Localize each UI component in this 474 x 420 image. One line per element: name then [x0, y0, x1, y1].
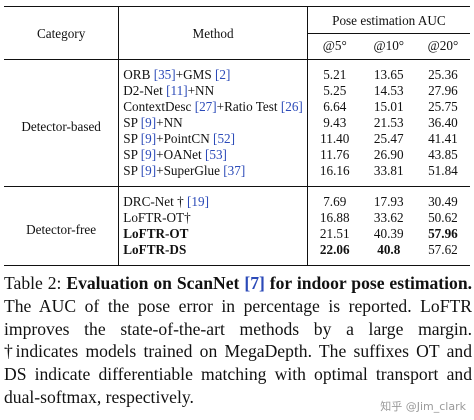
table-header-row-1: Category Method Pose estimation AUC — [4, 6, 470, 60]
value-auc10: 14.53 — [373, 83, 404, 98]
value-auc20: 57.62 — [428, 242, 458, 257]
value-auc10: 40.39 — [373, 226, 404, 241]
method-cell: ContextDesc [27]+Ratio Test [26] — [118, 99, 308, 115]
value-auc20: 50.62 — [428, 210, 458, 225]
results-table: Category Method Pose estimation AUC @5° … — [4, 6, 470, 266]
table-row: ContextDesc [27]+Ratio Test [26] 6.64 15… — [4, 99, 470, 115]
value-auc5: 5.21 — [323, 67, 347, 82]
caption-title: Evaluation on ScanNet [7] for indoor pos… — [66, 273, 473, 293]
value-auc5: 6.64 — [323, 99, 347, 114]
value-auc10: 21.53 — [373, 115, 404, 130]
table-row: LoFTR-DS 22.06 40.8 57.62 — [4, 242, 470, 266]
header-method: Method — [118, 6, 308, 60]
value-auc5: 21.51 — [319, 226, 350, 241]
header-threshold-10: @10° — [373, 38, 405, 53]
value-auc10: 33.81 — [373, 163, 404, 178]
value-auc20: 30.49 — [428, 194, 458, 209]
method-cell: SP [9]+NN — [118, 115, 308, 131]
method-cell: SP [9]+OANet [53] — [118, 147, 308, 163]
method-cell: LoFTR-DS — [118, 242, 308, 266]
value-auc20: 51.84 — [428, 163, 458, 178]
caption-body: The AUC of the pose error in percentage … — [4, 295, 472, 407]
value-auc5: 5.25 — [323, 83, 347, 98]
value-auc5: 11.40 — [320, 131, 350, 146]
value-auc20: 27.96 — [428, 83, 458, 98]
table-caption: Table 2: Evaluation on ScanNet [7] for i… — [4, 272, 472, 409]
value-auc5-best: 22.06 — [319, 242, 350, 257]
header-threshold-20: @20° — [427, 38, 459, 53]
category-detector-based: Detector-based — [4, 59, 120, 187]
value-auc5: 16.88 — [319, 210, 350, 225]
value-auc10: 26.90 — [373, 147, 404, 162]
table-row: SP [9]+SuperGlue [37] 16.16 33.81 51.84 — [4, 163, 470, 187]
value-auc20: 41.41 — [428, 131, 458, 146]
table-row: LoFTR-OT† 16.88 33.62 50.62 — [4, 210, 470, 226]
value-auc5: 7.69 — [323, 194, 347, 209]
table-row: Detector-free DRC-Net † [19] 7.69 17.93 … — [4, 186, 470, 266]
watermark: 知乎 @Jim_clark — [380, 400, 466, 413]
method-cell: ORB [35]+GMS [2] — [118, 59, 308, 83]
value-auc5: 9.43 — [323, 115, 347, 130]
header-threshold-5: @5° — [322, 38, 347, 53]
table-row: D2-Net [11]+NN 5.25 14.53 27.96 — [4, 83, 470, 99]
value-auc10-best: 40.8 — [377, 242, 401, 257]
category-detector-free: Detector-free — [4, 186, 120, 266]
results-table-container: Category Method Pose estimation AUC @5° … — [4, 6, 470, 266]
table-row: Detector-based ORB [35]+GMS [2] 5.21 13.… — [4, 59, 470, 187]
value-auc20: 43.85 — [428, 147, 458, 162]
value-auc20: 25.36 — [428, 67, 458, 82]
value-auc10: 33.62 — [373, 210, 404, 225]
header-pose-auc: Pose estimation AUC — [307, 6, 470, 34]
value-auc10: 15.01 — [373, 99, 404, 114]
method-cell: D2-Net [11]+NN — [118, 83, 308, 99]
caption-label: Table 2: — [4, 273, 62, 293]
value-auc20: 25.75 — [428, 99, 458, 114]
method-cell: SP [9]+SuperGlue [37] — [118, 163, 308, 187]
header-category: Category — [4, 6, 120, 60]
table-row: SP [9]+OANet [53] 11.76 26.90 43.85 — [4, 147, 470, 163]
value-auc5: 16.16 — [319, 163, 350, 178]
method-cell: LoFTR-OT — [118, 226, 308, 242]
value-auc20: 36.40 — [428, 115, 458, 130]
table-row: SP [9]+NN 9.43 21.53 36.40 — [4, 115, 470, 131]
table-header-row-2: @5° @10° @20° — [4, 34, 470, 60]
value-auc10: 25.47 — [373, 131, 404, 146]
table-row: LoFTR-OT 21.51 40.39 57.96 — [4, 226, 470, 242]
method-cell: LoFTR-OT† — [118, 210, 308, 226]
value-auc5: 11.76 — [320, 147, 350, 162]
value-auc10: 13.65 — [373, 67, 404, 82]
method-cell: SP [9]+PointCN [52] — [118, 131, 308, 147]
value-auc20-best: 57.96 — [428, 226, 458, 241]
table-row: SP [9]+PointCN [52] 11.40 25.47 41.41 — [4, 131, 470, 147]
method-cell: DRC-Net † [19] — [118, 186, 308, 210]
value-auc10: 17.93 — [373, 194, 404, 209]
